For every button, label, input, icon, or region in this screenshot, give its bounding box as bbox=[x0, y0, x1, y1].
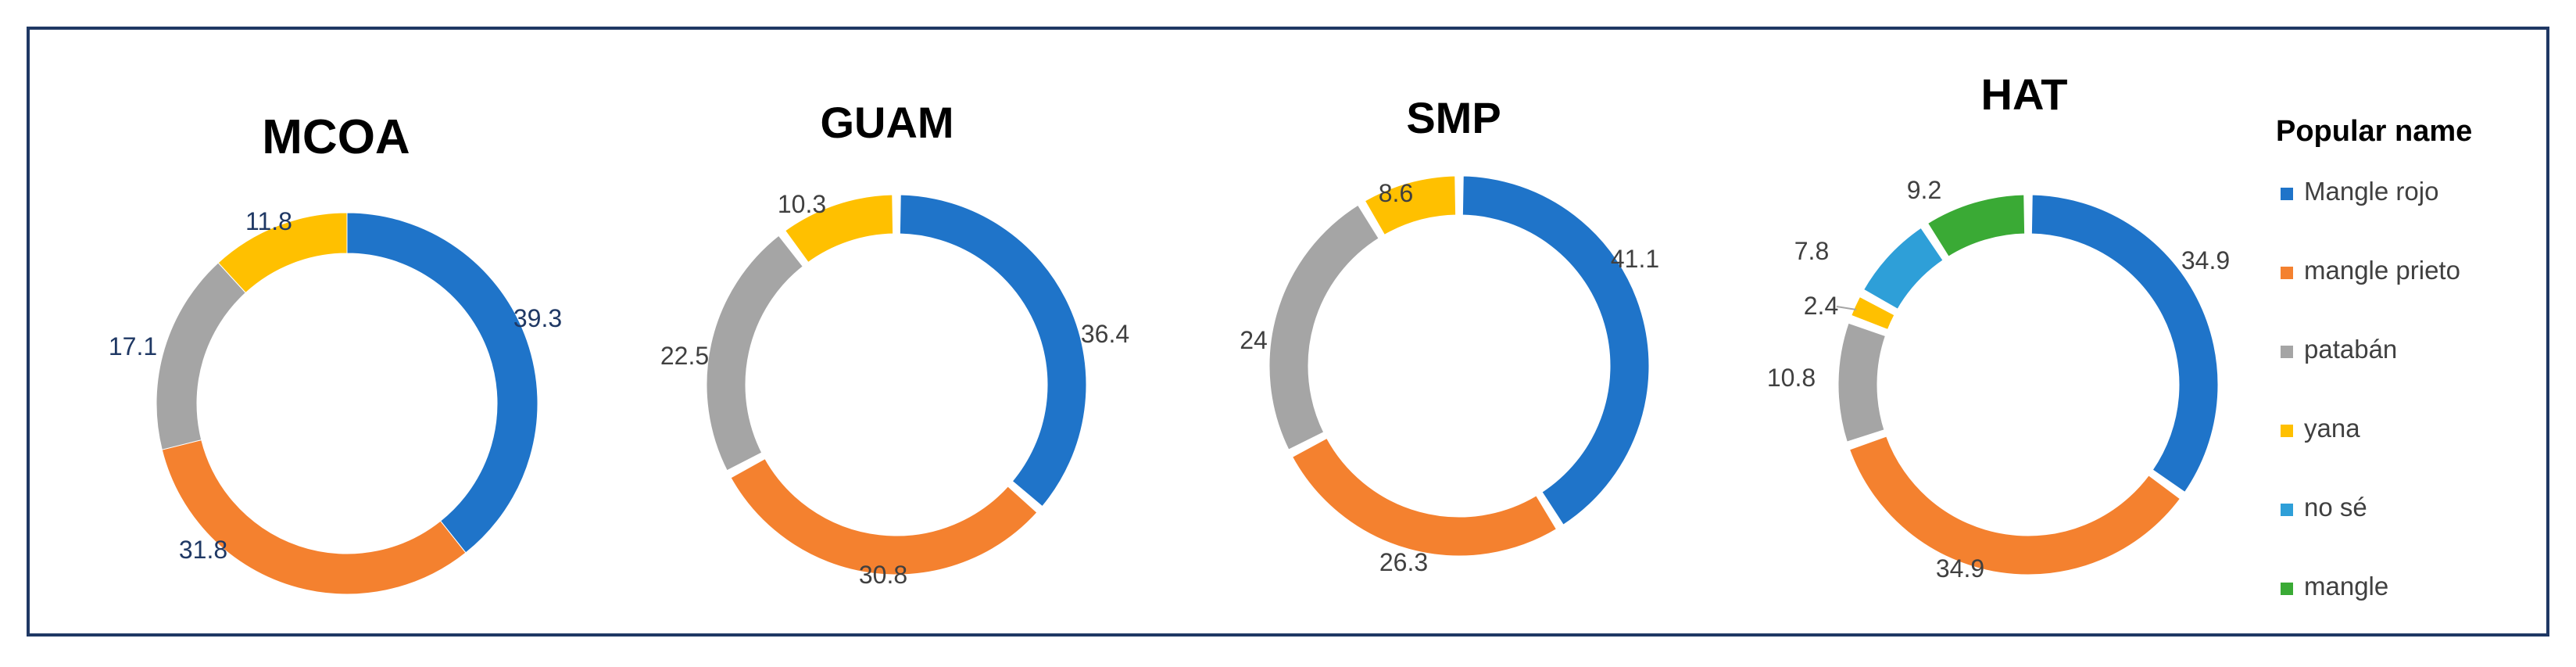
data-label-mcoa-0: 39.3 bbox=[513, 304, 562, 332]
slice-mcoa-patab-n bbox=[156, 262, 247, 450]
legend-label-mangle-rojo: Mangle rojo bbox=[2304, 177, 2438, 206]
data-label-guam-3: 10.3 bbox=[778, 190, 826, 218]
data-label-hat-2: 10.8 bbox=[1767, 364, 1816, 392]
chart-title-hat: HAT bbox=[1981, 70, 2068, 119]
legend-label-no-s: no sé bbox=[2304, 493, 2367, 522]
legend: Popular name Mangle rojo mangle prieto pat… bbox=[2276, 115, 2472, 601]
data-label-guam-0: 36.4 bbox=[1081, 320, 1129, 348]
legend-label-patab-n: patabán bbox=[2304, 335, 2397, 364]
chart-title-mcoa: MCOA bbox=[262, 110, 410, 164]
data-label-smp-2: 24 bbox=[1240, 326, 1268, 354]
slice-smp-mangle-prieto bbox=[1290, 436, 1559, 558]
data-label-hat-3: 2.4 bbox=[1804, 292, 1838, 320]
slice-hat-mangle-prieto bbox=[1847, 433, 2183, 577]
data-label-mcoa-1: 31.8 bbox=[179, 536, 227, 564]
legend-label-mangle: mangle bbox=[2304, 572, 2388, 601]
legend-title: Popular name bbox=[2276, 115, 2472, 148]
donut-mcoa bbox=[156, 212, 538, 595]
slice-smp-yana bbox=[1362, 174, 1458, 238]
data-label-hat-4: 7.8 bbox=[1794, 237, 1829, 265]
data-label-smp-3: 8.6 bbox=[1379, 179, 1413, 207]
slice-mcoa-yana bbox=[217, 212, 348, 294]
slice-guam-mangle-prieto bbox=[728, 456, 1040, 577]
slice-smp-patab-n bbox=[1267, 202, 1382, 453]
chart-title-smp: SMP bbox=[1406, 93, 1501, 142]
slice-mcoa-mangle-rojo bbox=[346, 212, 538, 554]
legend-swatch-yana bbox=[2281, 425, 2293, 437]
data-label-guam-2: 22.5 bbox=[660, 342, 709, 370]
slice-mcoa-mangle-prieto bbox=[161, 439, 467, 595]
legend-swatch-mangle bbox=[2281, 583, 2293, 595]
data-label-guam-1: 30.8 bbox=[859, 561, 907, 589]
chart-title-guam: GUAM bbox=[820, 98, 953, 147]
slice-hat-no-s bbox=[1861, 224, 1946, 312]
legend-swatch-mangle-prieto bbox=[2281, 267, 2293, 279]
donut-hat bbox=[1836, 192, 2220, 577]
legend-label-yana: yana bbox=[2304, 414, 2360, 443]
legend-label-mangle-prieto: mangle prieto bbox=[2304, 256, 2460, 285]
slice-hat-mangle bbox=[1925, 192, 2027, 260]
legend-swatch-mangle-rojo bbox=[2281, 188, 2293, 200]
data-label-smp-0: 41.1 bbox=[1611, 245, 1659, 273]
data-label-mcoa-2: 17.1 bbox=[109, 332, 157, 360]
leader-line-hat-yana bbox=[1836, 306, 1857, 310]
data-label-smp-1: 26.3 bbox=[1379, 548, 1428, 576]
data-label-hat-1: 34.9 bbox=[1936, 554, 1984, 583]
slice-hat-mangle-rojo bbox=[2029, 192, 2220, 495]
data-label-hat-0: 34.9 bbox=[2181, 246, 2230, 274]
data-label-hat-5: 9.2 bbox=[1907, 176, 1941, 204]
slice-hat-patab-n bbox=[1836, 321, 1888, 445]
legend-swatch-patab-n bbox=[2281, 346, 2293, 358]
slice-smp-mangle-rojo bbox=[1460, 174, 1651, 528]
donut-guam bbox=[704, 192, 1089, 577]
legend-swatch-no-s bbox=[2281, 504, 2293, 516]
donut-smp bbox=[1267, 174, 1651, 558]
slice-guam-mangle-rojo bbox=[897, 192, 1089, 510]
slice-guam-yana bbox=[782, 192, 896, 265]
slice-guam-patab-n bbox=[704, 232, 806, 474]
data-label-mcoa-3: 11.8 bbox=[245, 207, 292, 235]
